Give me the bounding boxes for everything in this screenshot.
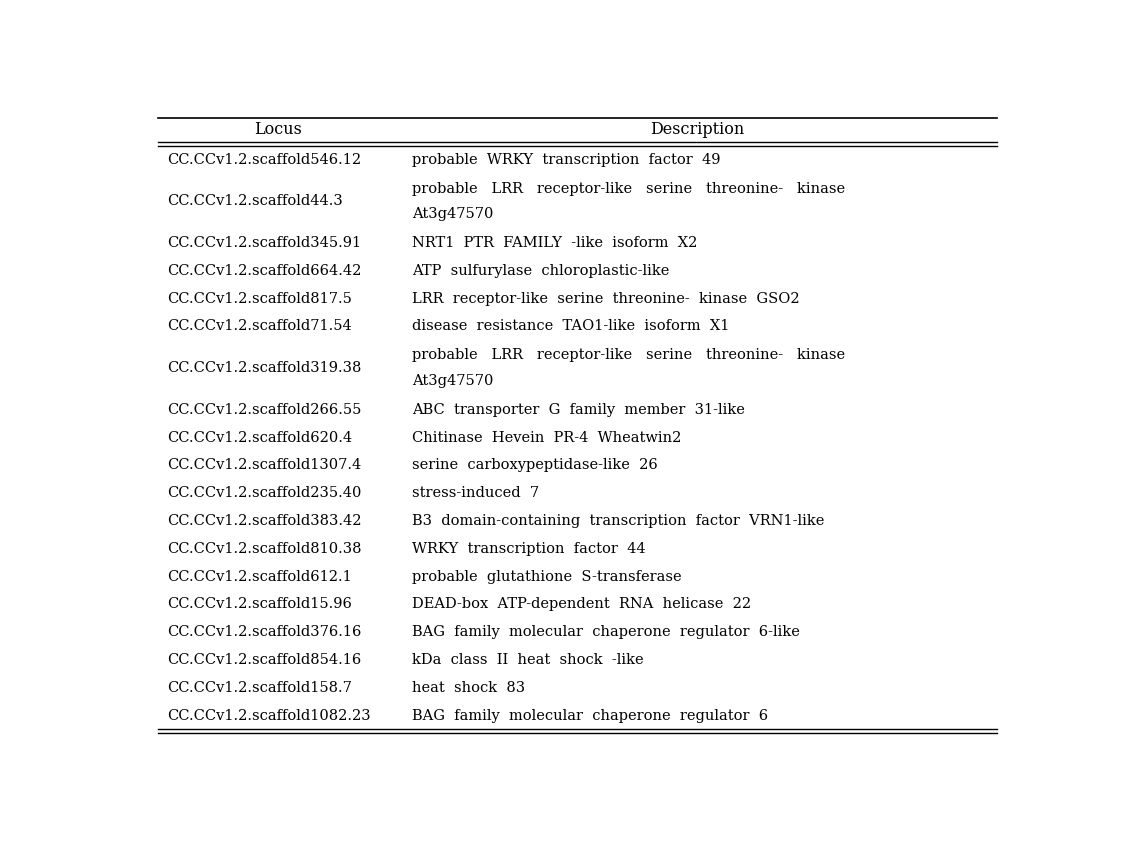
Text: CC.CCv1.2.scaffold810.38: CC.CCv1.2.scaffold810.38 — [167, 541, 362, 556]
Text: BAG  family  molecular  chaperone  regulator  6-like: BAG family molecular chaperone regulator… — [411, 625, 799, 640]
Text: CC.CCv1.2.scaffold235.40: CC.CCv1.2.scaffold235.40 — [167, 486, 362, 500]
Text: CC.CCv1.2.scaffold345.91: CC.CCv1.2.scaffold345.91 — [167, 236, 361, 250]
Text: CC.CCv1.2.scaffold817.5: CC.CCv1.2.scaffold817.5 — [167, 292, 352, 305]
Text: At3g47570: At3g47570 — [411, 374, 492, 388]
Text: probable   LRR   receptor-like   serine   threonine-   kinase: probable LRR receptor-like serine threon… — [411, 349, 845, 362]
Text: CC.CCv1.2.scaffold664.42: CC.CCv1.2.scaffold664.42 — [167, 264, 362, 277]
Text: NRT1  PTR  FAMILY  -like  isoform  X2: NRT1 PTR FAMILY -like isoform X2 — [411, 236, 696, 250]
Text: WRKY  transcription  factor  44: WRKY transcription factor 44 — [411, 541, 646, 556]
Text: CC.CCv1.2.scaffold612.1: CC.CCv1.2.scaffold612.1 — [167, 569, 352, 584]
Text: CC.CCv1.2.scaffold383.42: CC.CCv1.2.scaffold383.42 — [167, 514, 362, 528]
Text: DEAD-box  ATP-dependent  RNA  helicase  22: DEAD-box ATP-dependent RNA helicase 22 — [411, 597, 751, 612]
Text: CC.CCv1.2.scaffold546.12: CC.CCv1.2.scaffold546.12 — [167, 153, 361, 167]
Text: ABC  transporter  G  family  member  31-like: ABC transporter G family member 31-like — [411, 403, 745, 417]
Text: disease  resistance  TAO1-like  isoform  X1: disease resistance TAO1-like isoform X1 — [411, 320, 729, 333]
Text: ATP  sulfurylase  chloroplastic-like: ATP sulfurylase chloroplastic-like — [411, 264, 669, 277]
Text: CC.CCv1.2.scaffold15.96: CC.CCv1.2.scaffold15.96 — [167, 597, 352, 612]
Text: probable  WRKY  transcription  factor  49: probable WRKY transcription factor 49 — [411, 153, 720, 167]
Text: BAG  family  molecular  chaperone  regulator  6: BAG family molecular chaperone regulator… — [411, 709, 767, 722]
Text: CC.CCv1.2.scaffold376.16: CC.CCv1.2.scaffold376.16 — [167, 625, 362, 640]
Text: CC.CCv1.2.scaffold266.55: CC.CCv1.2.scaffold266.55 — [167, 403, 362, 417]
Text: CC.CCv1.2.scaffold319.38: CC.CCv1.2.scaffold319.38 — [167, 361, 362, 375]
Text: stress-induced  7: stress-induced 7 — [411, 486, 539, 500]
Text: CC.CCv1.2.scaffold1082.23: CC.CCv1.2.scaffold1082.23 — [167, 709, 371, 722]
Text: LRR  receptor-like  serine  threonine-  kinase  GSO2: LRR receptor-like serine threonine- kina… — [411, 292, 799, 305]
Text: CC.CCv1.2.scaffold158.7: CC.CCv1.2.scaffold158.7 — [167, 681, 352, 695]
Text: B3  domain-containing  transcription  factor  VRN1-like: B3 domain-containing transcription facto… — [411, 514, 824, 528]
Text: CC.CCv1.2.scaffold44.3: CC.CCv1.2.scaffold44.3 — [167, 195, 343, 208]
Text: CC.CCv1.2.scaffold71.54: CC.CCv1.2.scaffold71.54 — [167, 320, 352, 333]
Text: kDa  class  II  heat  shock  -like: kDa class II heat shock -like — [411, 653, 644, 667]
Text: CC.CCv1.2.scaffold1307.4: CC.CCv1.2.scaffold1307.4 — [167, 459, 362, 472]
Text: Chitinase  Hevein  PR-4  Wheatwin2: Chitinase Hevein PR-4 Wheatwin2 — [411, 431, 681, 445]
Text: probable   LRR   receptor-like   serine   threonine-   kinase: probable LRR receptor-like serine threon… — [411, 182, 845, 195]
Text: At3g47570: At3g47570 — [411, 207, 492, 221]
Text: probable  glutathione  S-transferase: probable glutathione S-transferase — [411, 569, 681, 584]
Text: Locus: Locus — [255, 121, 302, 139]
Text: heat  shock  83: heat shock 83 — [411, 681, 525, 695]
Text: CC.CCv1.2.scaffold620.4: CC.CCv1.2.scaffold620.4 — [167, 431, 353, 445]
Text: serine  carboxypeptidase-like  26: serine carboxypeptidase-like 26 — [411, 459, 657, 472]
Text: Description: Description — [650, 121, 745, 139]
Text: CC.CCv1.2.scaffold854.16: CC.CCv1.2.scaffold854.16 — [167, 653, 362, 667]
